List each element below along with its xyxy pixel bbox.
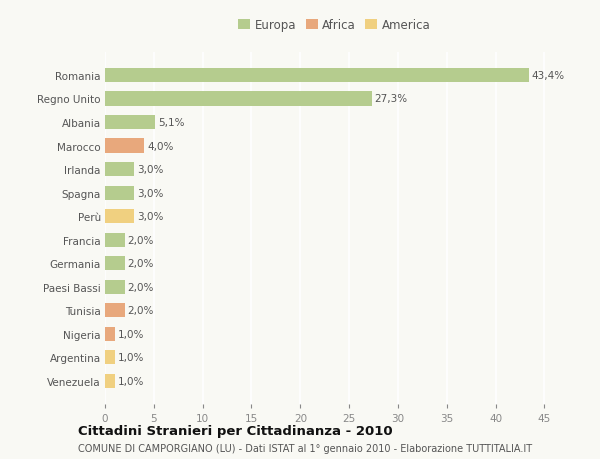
Bar bbox=[105, 233, 125, 247]
Text: 3,0%: 3,0% bbox=[137, 165, 164, 175]
Legend: Europa, Africa, America: Europa, Africa, America bbox=[236, 17, 433, 34]
Bar bbox=[105, 116, 155, 130]
Text: 1,0%: 1,0% bbox=[118, 329, 144, 339]
Text: COMUNE DI CAMPORGIANO (LU) - Dati ISTAT al 1° gennaio 2010 - Elaborazione TUTTIT: COMUNE DI CAMPORGIANO (LU) - Dati ISTAT … bbox=[78, 443, 532, 453]
Bar bbox=[105, 139, 144, 153]
Bar bbox=[105, 280, 125, 294]
Text: 3,0%: 3,0% bbox=[137, 212, 164, 222]
Bar bbox=[105, 162, 134, 177]
Bar bbox=[105, 303, 125, 318]
Bar bbox=[105, 186, 134, 200]
Bar bbox=[105, 374, 115, 388]
Bar bbox=[105, 350, 115, 364]
Text: 4,0%: 4,0% bbox=[147, 141, 173, 151]
Text: 1,0%: 1,0% bbox=[118, 353, 144, 363]
Bar bbox=[105, 257, 125, 271]
Bar bbox=[105, 69, 529, 83]
Bar bbox=[105, 210, 134, 224]
Text: 27,3%: 27,3% bbox=[374, 94, 407, 104]
Text: Cittadini Stranieri per Cittadinanza - 2010: Cittadini Stranieri per Cittadinanza - 2… bbox=[78, 424, 392, 437]
Bar bbox=[105, 327, 115, 341]
Text: 2,0%: 2,0% bbox=[127, 282, 154, 292]
Text: 43,4%: 43,4% bbox=[532, 71, 565, 81]
Text: 2,0%: 2,0% bbox=[127, 306, 154, 315]
Text: 3,0%: 3,0% bbox=[137, 188, 164, 198]
Text: 2,0%: 2,0% bbox=[127, 235, 154, 245]
Text: 2,0%: 2,0% bbox=[127, 258, 154, 269]
Text: 5,1%: 5,1% bbox=[158, 118, 184, 128]
Text: 1,0%: 1,0% bbox=[118, 376, 144, 386]
Bar bbox=[105, 92, 371, 106]
